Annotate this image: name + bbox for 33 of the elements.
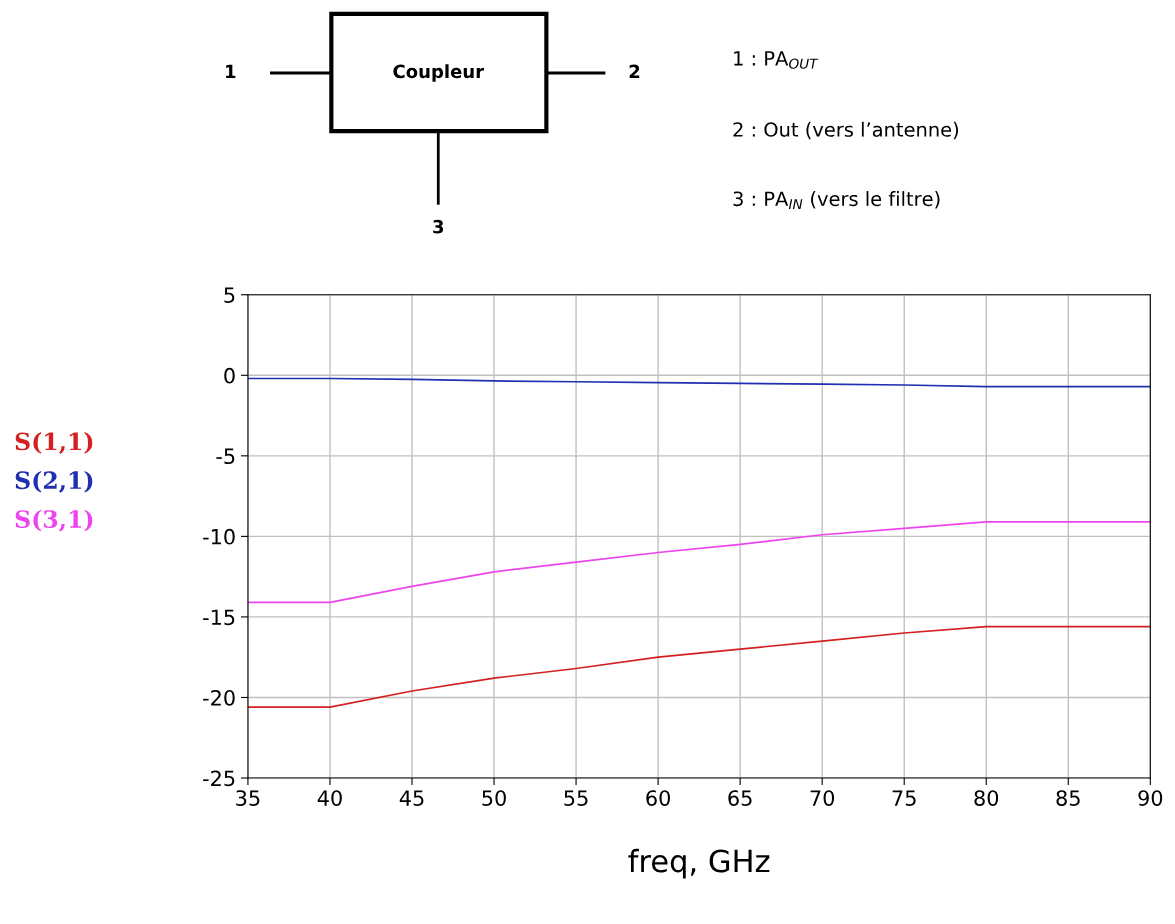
text: S(3,1) — [15, 509, 93, 532]
y-tick-label: -20 — [203, 689, 235, 706]
y-tick-label: -10 — [203, 528, 235, 545]
x-tick-label: 65 — [728, 790, 752, 806]
x-tick-label: 55 — [564, 790, 588, 806]
x-tick-label: 60 — [646, 790, 670, 806]
x-tick-label: 75 — [892, 790, 916, 806]
x-tick-label: 70 — [810, 790, 835, 806]
x-axis-title: freq, GHz — [628, 848, 770, 879]
line-series — [247, 377, 1151, 388]
text: 3 : PA$_{IN}$ (vers le filtre) — [733, 191, 940, 210]
text: Coupleur — [393, 64, 485, 82]
text: 1 — [226, 64, 236, 78]
x-tick-label: 50 — [482, 790, 506, 806]
text: 2 : Out (vers l’antenne) — [733, 121, 959, 140]
x-tick-label: 35 — [236, 790, 260, 806]
x-tick-label: 80 — [974, 790, 999, 806]
y-tick-label: -15 — [203, 609, 235, 626]
text: S(2,1) — [15, 470, 93, 493]
x-tick-label: 90 — [1138, 790, 1163, 806]
text: 2 — [629, 64, 640, 78]
y-tick-label: 5 — [224, 287, 235, 303]
x-tick-label: 85 — [1056, 790, 1080, 806]
line-series — [247, 521, 1151, 604]
x-tick-label: 40 — [317, 790, 342, 806]
text: 3 — [433, 219, 444, 234]
y-tick-label: 0 — [224, 367, 235, 384]
y-tick-label: -5 — [216, 448, 235, 465]
text: S(1,1) — [15, 432, 93, 454]
x-tick-label: 45 — [399, 790, 424, 806]
line-series — [247, 625, 1151, 708]
text: 1 : PA$_{OUT}$ — [734, 51, 819, 69]
y-tick-label: -25 — [203, 770, 235, 787]
